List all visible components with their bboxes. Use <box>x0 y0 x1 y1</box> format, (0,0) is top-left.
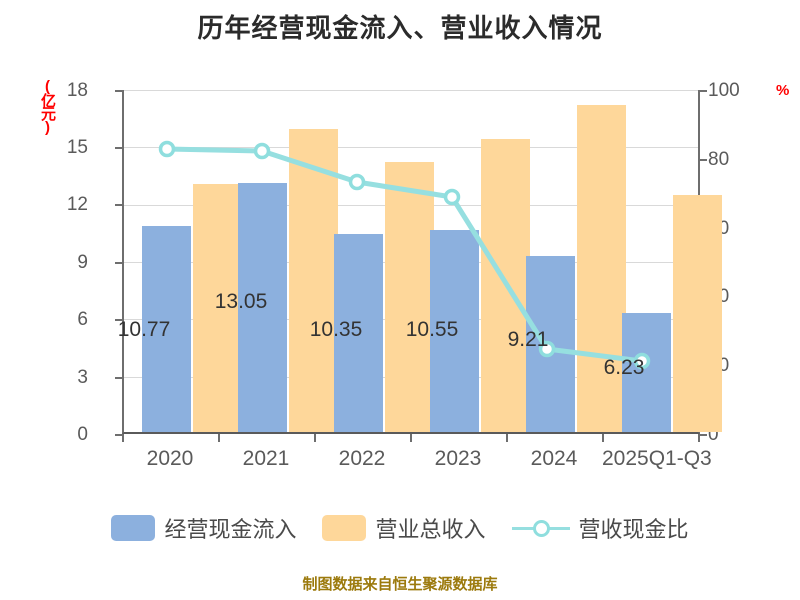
legend-label-cash: 经营现金流入 <box>164 517 297 542</box>
y-axis-tick-6: 6 <box>77 309 88 330</box>
legend-item-cash[interactable]: 经营现金流入 <box>111 512 296 544</box>
ratio-point-2022 <box>348 173 366 191</box>
bar-revenue-2024[interactable] <box>577 105 626 432</box>
y-tickmark <box>115 90 122 92</box>
left-axis-unit-label: (亿元) <box>39 78 56 134</box>
bar-value-label-2020: 10.77 <box>117 318 171 341</box>
legend-item-ratio[interactable]: 营收现金比 <box>511 512 689 544</box>
x-axis-label-2021: 2021 <box>242 447 290 470</box>
y-axis-tick-3: 3 <box>77 367 88 388</box>
bar-value-label-2023: 10.55 <box>405 318 459 341</box>
y-axis-tick-18: 18 <box>66 80 88 101</box>
y2-axis-tick-100: 100 <box>708 80 740 101</box>
chart-title: 历年经营现金流入、营业收入情况 <box>197 13 603 43</box>
y2-tickmark <box>700 434 707 436</box>
y-axis-tick-0: 0 <box>77 424 88 445</box>
x-axis-label-2025q1q3: 2025Q1-Q3 <box>602 447 712 470</box>
y2-tickmark <box>700 159 707 161</box>
y-tickmark <box>115 262 122 264</box>
bar-revenue-2023[interactable] <box>481 139 530 432</box>
legend-item-revenue[interactable]: 营业总收入 <box>322 512 486 544</box>
legend-line-dot-icon <box>511 516 570 540</box>
ratio-point-2020 <box>158 140 176 158</box>
chart-legend: 经营现金流入 营业总收入 营收现金比 <box>0 512 800 544</box>
legend-swatch-orange-icon <box>322 515 367 541</box>
x-tickmark <box>218 434 220 442</box>
x-axis-label-2024: 2024 <box>530 447 578 470</box>
y-tickmark <box>115 434 122 436</box>
footer-source-note: 制图数据来自恒生聚源数据库 <box>302 576 498 593</box>
x-axis-label-2023: 2023 <box>434 447 482 470</box>
bar-value-label-2025q1q3: 6.23 <box>603 356 645 379</box>
x-tickmark <box>602 434 604 442</box>
legend-label-ratio: 营收现金比 <box>578 517 689 542</box>
y-axis-tick-9: 9 <box>77 252 88 273</box>
plot-area <box>122 90 722 434</box>
bar-value-label-2022: 10.35 <box>309 318 363 341</box>
y-tickmark <box>115 377 122 379</box>
bar-revenue-2025q1q3[interactable] <box>673 195 722 432</box>
y-tickmark <box>115 147 122 149</box>
y-tickmark <box>115 319 122 321</box>
bar-revenue-2022[interactable] <box>385 162 434 432</box>
x-tickmark <box>314 434 316 442</box>
x-tickmark <box>698 434 700 442</box>
y2-axis-tick-80: 80 <box>708 149 730 170</box>
x-axis-label-2022: 2022 <box>338 447 386 470</box>
y2-axis-tick-0: 0 <box>708 424 719 445</box>
x-tickmark <box>122 434 124 442</box>
y-axis-tick-12: 12 <box>66 194 88 215</box>
y-tickmark <box>115 204 122 206</box>
x-tickmark <box>410 434 412 442</box>
legend-label-revenue: 营业总收入 <box>375 517 486 542</box>
right-axis-unit-label: % <box>776 82 790 99</box>
x-axis-label-2020: 2020 <box>146 447 194 470</box>
legend-swatch-blue-icon <box>111 515 156 541</box>
y2-tickmark <box>700 90 707 92</box>
bar-value-label-2021: 13.05 <box>214 290 268 313</box>
ratio-point-2023 <box>443 188 461 206</box>
bar-value-label-2024: 9.21 <box>507 328 549 351</box>
x-tickmark <box>506 434 508 442</box>
gridline <box>124 90 698 91</box>
y-axis-tick-15: 15 <box>66 137 88 158</box>
bar-revenue-2021[interactable] <box>289 129 338 432</box>
